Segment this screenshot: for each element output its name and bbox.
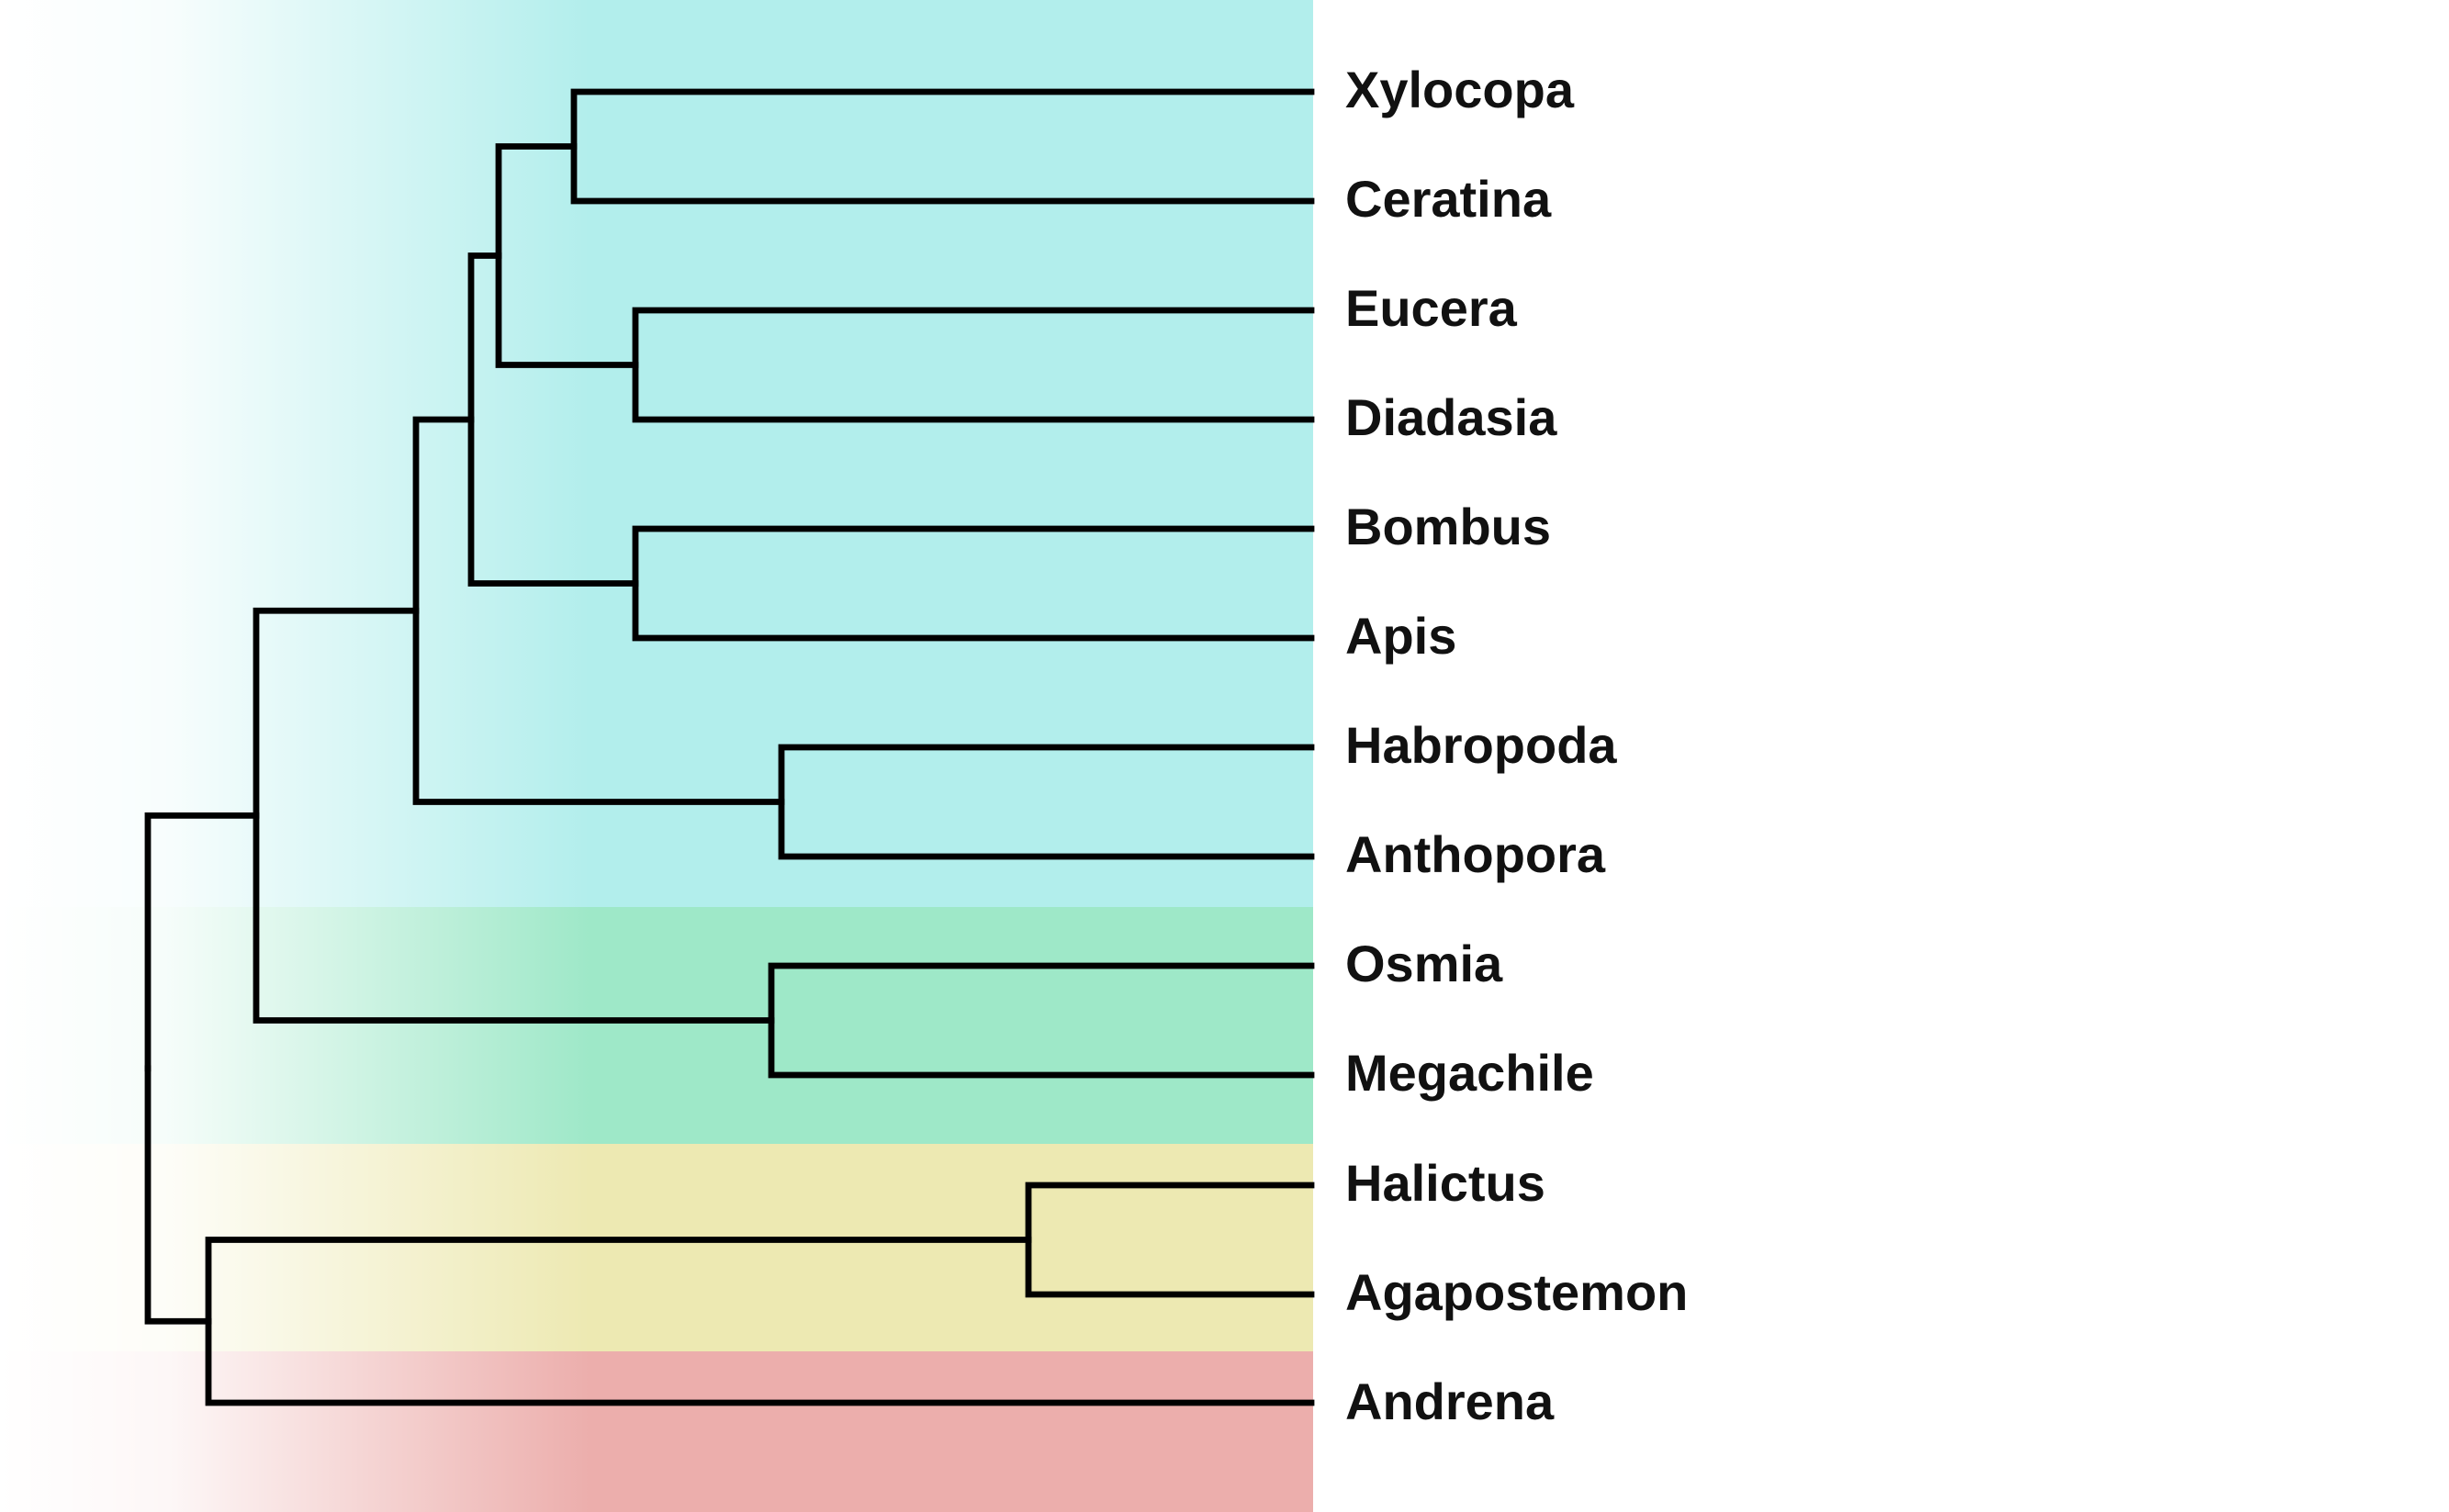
tip-label-apis: Apis <box>1345 607 1456 665</box>
tip-label-eucera: Eucera <box>1345 279 1518 337</box>
clade-band-red <box>0 1351 1313 1512</box>
tip-label-halictus: Halictus <box>1345 1154 1545 1212</box>
tip-label-agapostemon: Agapostemon <box>1345 1263 1688 1321</box>
tip-label-habropoda: Habropoda <box>1345 716 1617 774</box>
clade-band-green <box>0 907 1313 1144</box>
tree-branches <box>144 88 1315 1406</box>
tip-label-anthopora: Anthopora <box>1345 825 1606 883</box>
tip-labels: Xylocopa Ceratina Eucera Diadasia Bombus… <box>1345 61 1688 1430</box>
tip-label-osmia: Osmia <box>1345 935 1503 992</box>
clade-band-cyan <box>0 0 1313 907</box>
tip-label-diadasia: Diadasia <box>1345 388 1557 446</box>
tip-label-andrena: Andrena <box>1345 1372 1555 1430</box>
tip-label-xylocopa: Xylocopa <box>1345 61 1575 118</box>
tip-label-bombus: Bombus <box>1345 498 1551 555</box>
tip-label-megachile: Megachile <box>1345 1044 1594 1102</box>
clade-color-bands <box>0 0 1313 1512</box>
tip-label-ceratina: Ceratina <box>1345 170 1552 228</box>
